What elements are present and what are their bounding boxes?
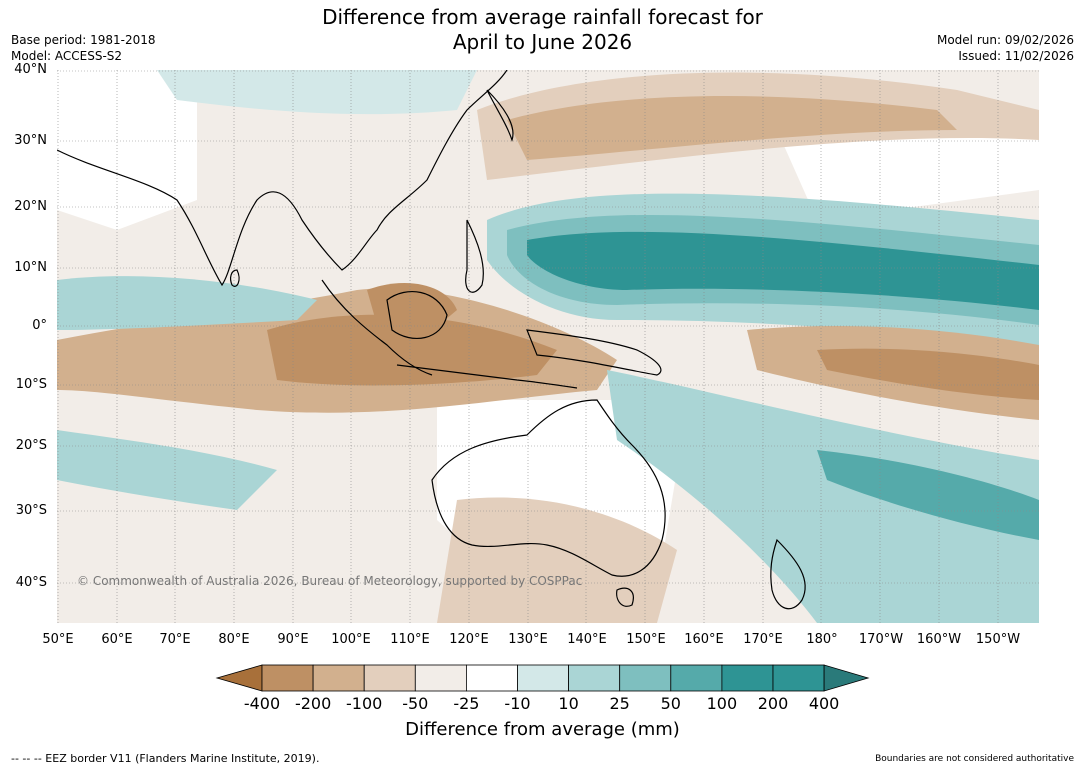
colorbar-cell — [619, 664, 672, 692]
lat-label: 0° — [32, 318, 47, 333]
japan-coastline — [486, 89, 514, 142]
rainfall-map — [57, 70, 1039, 623]
sri-lanka-coastline — [230, 269, 240, 287]
base-period: Base period: 1981-2018 — [11, 33, 156, 47]
lon-label: 130°E — [508, 632, 548, 647]
colorbar-title: Difference from average (mm) — [405, 719, 680, 740]
dry-north-pacific-inner — [507, 96, 957, 160]
lon-label: 180° — [806, 632, 838, 647]
colorbar-tick: 10 — [558, 694, 579, 713]
lon-label: 150°W — [975, 632, 1021, 647]
colorbar-extend-low — [215, 664, 263, 692]
colorbar-tick: 25 — [609, 694, 630, 713]
borneo-coastline — [386, 291, 448, 339]
philippines-coastline — [465, 219, 484, 293]
colorbar-cell — [772, 664, 825, 692]
colorbar-tick: 400 — [808, 694, 840, 713]
map-title: Difference from average rainfall forecas… — [0, 5, 1085, 55]
coastlines — [57, 70, 806, 610]
dry-maritime-inner — [267, 314, 557, 386]
wet-north-indian-ocean — [57, 276, 317, 330]
lon-label: 170°W — [858, 632, 904, 647]
wet-south-pacific-core — [817, 450, 1039, 540]
lon-label: 170°E — [743, 632, 783, 647]
lat-label: 20°S — [15, 438, 47, 453]
colorbar-cell — [568, 664, 621, 692]
sumatra-coastline — [321, 279, 433, 376]
lon-label: 60°E — [101, 632, 133, 647]
wet-pacific-core — [527, 231, 1039, 310]
lat-label: 20°N — [14, 199, 47, 214]
colorbar-cell — [517, 664, 569, 692]
title-line-1: Difference from average rainfall forecas… — [322, 5, 763, 29]
asia-coastline — [57, 70, 508, 287]
lat-label: 30°S — [15, 503, 47, 518]
lat-label: 30°N — [14, 133, 47, 148]
lat-label: 40°S — [15, 575, 47, 590]
wet-south-indian-ocean — [57, 430, 277, 510]
colorbar-tick: 100 — [706, 694, 738, 713]
model-name: Model: ACCESS-S2 — [11, 49, 123, 63]
colorbar-tick: 50 — [660, 694, 681, 713]
copyright-notice: © Commonwealth of Australia 2026, Bureau… — [77, 574, 583, 588]
new-guinea-coastline — [526, 329, 662, 376]
lon-label: 80°E — [218, 632, 250, 647]
eez-legend: -- -- -- EEZ border V11 (Flanders Marine… — [11, 752, 320, 765]
dry-borneo — [367, 282, 457, 335]
new-zealand-coastline — [770, 538, 806, 610]
lon-label: 110°E — [390, 632, 430, 647]
colorbar-cell — [721, 664, 774, 692]
lon-label: 100°E — [331, 632, 371, 647]
boundary-disclaimer: Boundaries are not considered authoritat… — [875, 754, 1074, 764]
lon-label: 70°E — [159, 632, 191, 647]
colorbar-tick: -100 — [346, 694, 383, 713]
meta-left: Base period: 1981-2018 Model: ACCESS-S2 — [11, 32, 156, 64]
colorbar-tick: -25 — [453, 694, 480, 713]
issued-date: Issued: 11/02/2026 — [958, 49, 1074, 63]
lon-label: 120°E — [449, 632, 489, 647]
colorbar — [215, 664, 870, 692]
colorbar-tick: -400 — [243, 694, 281, 713]
colorbar-cell — [465, 664, 518, 692]
lon-label: 160°W — [916, 632, 962, 647]
colorbar-tick: -200 — [294, 694, 332, 713]
dry-south-pacific-inner — [817, 348, 1039, 400]
wet-faint-north — [157, 70, 477, 115]
map-svg — [57, 70, 1039, 623]
meta-right: Model run: 09/02/2026 Issued: 11/02/2026 — [937, 32, 1074, 64]
colorbar-tick: -10 — [504, 694, 531, 713]
graticule — [57, 70, 1039, 623]
lon-label: 150°E — [626, 632, 666, 647]
no-change-region-india — [57, 70, 197, 230]
australia-coastline — [431, 399, 666, 577]
colorbar-cell — [670, 664, 723, 692]
tasmania-coastline — [616, 587, 634, 607]
java-coastline — [396, 364, 578, 389]
lon-label: 90°E — [277, 632, 309, 647]
lon-label: 160°E — [684, 632, 724, 647]
colorbar-cell — [261, 664, 314, 692]
lat-label: 10°N — [14, 260, 47, 275]
lon-label: 140°E — [567, 632, 607, 647]
lat-label: 10°S — [15, 377, 47, 392]
no-change-region-pacific — [777, 130, 1039, 220]
wet-south-pacific — [607, 370, 1039, 623]
model-run: Model run: 09/02/2026 — [936, 33, 1074, 47]
colorbar-cell — [363, 664, 416, 692]
lon-label: 50°E — [42, 632, 74, 647]
colorbar-tick: 200 — [757, 694, 789, 713]
lat-label: 40°N — [14, 62, 47, 77]
colorbar-extend-high — [823, 664, 870, 692]
colorbar-cell — [312, 664, 365, 692]
colorbar-tick: -50 — [402, 694, 429, 713]
title-line-2: April to June 2026 — [452, 30, 633, 54]
colorbar-cell — [414, 664, 467, 692]
